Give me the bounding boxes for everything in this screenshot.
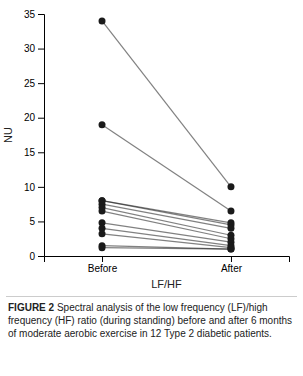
point <box>99 244 106 251</box>
point <box>99 121 106 128</box>
caption-title: FIGURE 2 <box>8 302 54 313</box>
y-tick: 35 <box>24 9 44 20</box>
y-tick-label: 15 <box>24 147 36 158</box>
x-tick-label: After <box>221 263 243 274</box>
y-tick-mark <box>38 49 44 50</box>
point <box>227 246 234 253</box>
x-axis: Before After <box>45 256 290 274</box>
y-tick: 15 <box>24 147 44 158</box>
series-line <box>102 223 231 242</box>
x-tick-mark <box>231 256 232 262</box>
series-line <box>102 21 231 187</box>
point <box>227 183 234 190</box>
chart-container: 0 5 10 15 20 25 30 35 Before After LF/HF NU <box>0 0 303 296</box>
lines <box>102 21 231 249</box>
y-tick: 20 <box>24 112 44 123</box>
y-tick-label: 10 <box>24 182 36 193</box>
y-tick-mark <box>38 187 44 188</box>
y-tick-label: 0 <box>29 251 35 262</box>
y-tick-label: 30 <box>24 43 36 54</box>
x-axis-line <box>45 257 290 263</box>
y-tick-label: 5 <box>29 216 35 227</box>
point <box>99 17 106 24</box>
y-tick: 30 <box>24 43 44 54</box>
x-tick-label: Before <box>88 263 118 274</box>
y-tick-mark <box>38 118 44 119</box>
y-tick: 0 <box>29 251 44 262</box>
y-axis-title: NU <box>2 127 14 143</box>
y-tick-mark <box>38 256 44 257</box>
y-axis-line <box>38 15 45 257</box>
y-tick-label: 20 <box>24 112 36 123</box>
series-line <box>102 125 231 211</box>
y-tick: 25 <box>24 78 44 89</box>
x-tick: Before <box>88 256 118 274</box>
point <box>227 246 234 253</box>
series-line <box>102 228 231 245</box>
y-tick-mark <box>38 83 44 84</box>
series-line <box>102 211 231 239</box>
caption: FIGURE 2 Spectral analysis of the low fr… <box>6 296 297 340</box>
series-line <box>102 246 231 249</box>
points <box>99 17 235 252</box>
y-tick-label: 35 <box>24 9 36 20</box>
point <box>227 225 234 232</box>
point <box>99 208 106 215</box>
y-tick-mark <box>38 152 44 153</box>
point <box>99 230 106 237</box>
y-tick-mark <box>38 14 44 15</box>
y-axis: 0 5 10 15 20 25 30 35 <box>24 9 45 262</box>
y-tick: 5 <box>29 216 44 227</box>
point <box>227 208 234 215</box>
series-line <box>102 248 231 249</box>
x-tick-mark <box>102 256 103 262</box>
y-tick-label: 25 <box>24 78 36 89</box>
y-tick: 10 <box>24 182 44 193</box>
x-tick: After <box>221 256 243 274</box>
chart-svg: 0 5 10 15 20 25 30 35 Before After LF/HF NU <box>0 0 303 296</box>
marks <box>99 17 235 252</box>
x-axis-title: LF/HF <box>151 278 182 290</box>
y-tick-mark <box>38 221 44 222</box>
